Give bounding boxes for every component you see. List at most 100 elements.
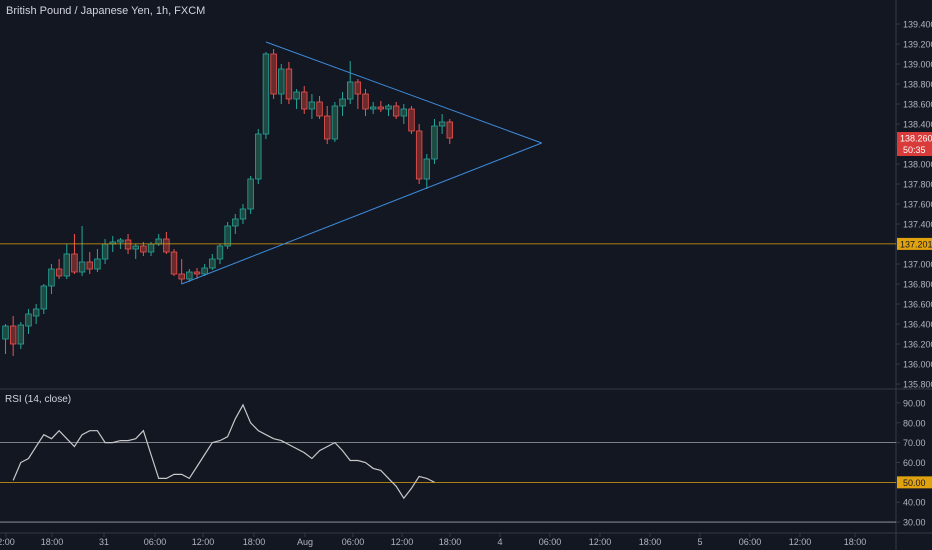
bull-candle-body [132, 245, 139, 250]
bull-candle-body [40, 285, 47, 310]
time-tick-label: 5 [697, 537, 702, 547]
bull-candle-body [224, 225, 231, 247]
bull-candle-body [239, 208, 247, 220]
time-tick-label: 31 [99, 537, 109, 547]
rsi-line [12, 403, 435, 500]
bull-candle-body [32, 308, 40, 317]
price-tick-label: 139.400 [903, 20, 932, 30]
bull-candle-body [94, 258, 101, 270]
bull-candle-body [247, 178, 254, 210]
time-tick-label: 2:00 [0, 537, 15, 547]
bull-candle-body [78, 261, 86, 273]
time-tick-label: 18:00 [243, 537, 266, 547]
axes: 139.400 139.200 139.000 138.800 138.600 138.4… [0, 20, 932, 547]
time-tick-label: 06:00 [144, 537, 167, 547]
bear-candle-body [415, 130, 423, 180]
bull-candle-body [308, 101, 316, 110]
rsi-tick-label: 70.00 [903, 438, 926, 448]
rsi-tick-label: 80.00 [903, 418, 926, 428]
price-tick-label: 138.400 [903, 120, 932, 130]
rsi-tick-label: 40.00 [903, 498, 926, 508]
bull-candle-body [155, 238, 162, 245]
price-tick-label: 136.200 [903, 340, 932, 350]
bull-candle-body [48, 268, 55, 287]
bull-candle-body [438, 121, 446, 127]
bull-candle-body [278, 68, 285, 95]
bear-candle-body [178, 273, 185, 280]
bear-candle-body [316, 101, 323, 117]
bear-candle-body [9, 325, 17, 345]
time-tick-label: 18:00 [439, 537, 462, 547]
bear-candle-body [270, 53, 277, 95]
price-tick-label: 138.000 [903, 160, 932, 170]
bear-candle-body [193, 271, 201, 275]
time-tick-label: 18:00 [844, 537, 867, 547]
bull-candle-body [431, 125, 438, 160]
price-tick-label: 139.200 [903, 40, 932, 50]
bear-candle-body [140, 245, 147, 253]
bull-candle-body [101, 243, 109, 260]
bull-candle-body [385, 105, 392, 110]
price-tick-label: 139.000 [903, 60, 932, 70]
price-tick-label: 136.000 [903, 360, 932, 370]
bull-candle-body [232, 218, 239, 227]
bull-candle-body [209, 258, 216, 269]
bear-candle-body [377, 106, 385, 110]
price-tick-label: 136.400 [903, 320, 932, 330]
bull-candle-body [25, 313, 32, 327]
bull-candle-body [255, 133, 262, 180]
bear-candle-body [71, 253, 78, 273]
bear-candle-body [354, 81, 362, 95]
bear-candle-body [170, 251, 178, 275]
time-tick-label: 12:00 [192, 537, 215, 547]
time-tick-label: Aug [297, 537, 313, 547]
bear-candle-body [301, 91, 308, 110]
bear-candle-body [86, 261, 93, 270]
bear-candle-body [392, 105, 400, 117]
bear-candle-body [446, 121, 453, 139]
time-tick-label: 06:00 [539, 537, 562, 547]
price-tick-label: 137.400 [903, 220, 932, 230]
bear-candle-body [285, 68, 293, 100]
chart-title: British Pound / Japanese Yen, 1h, FXCM [6, 5, 206, 17]
bull-candle-body [2, 325, 9, 340]
bull-candle-body [63, 253, 70, 277]
time-tick-label: 12:00 [391, 537, 414, 547]
price-candles [2, 49, 453, 356]
time-tick-label: 18:00 [639, 537, 662, 547]
bull-candle-body [147, 243, 155, 253]
price-tick-label: 135.800 [903, 380, 932, 390]
drawings[interactable] [0, 41, 896, 285]
time-tick-label: 06:00 [342, 537, 365, 547]
level-price-badge [897, 237, 932, 250]
bull-candle-body [346, 81, 354, 100]
bull-candle-body [339, 98, 346, 107]
time-tick-label: 12:00 [589, 537, 612, 547]
bull-candle-body [331, 105, 339, 140]
price-tick-label: 137.800 [903, 180, 932, 190]
bear-candle-body [163, 238, 170, 253]
time-tick-label: 4 [497, 537, 502, 547]
rsi-tick-label: 30.00 [903, 518, 926, 528]
bull-candle-body [17, 324, 25, 345]
bear-candle-body [55, 268, 63, 277]
bull-candle-body [186, 271, 193, 280]
bull-candle-body [262, 53, 270, 135]
bear-candle-body [124, 239, 132, 250]
bull-candle-body [293, 91, 300, 100]
time-tick-label: 06:00 [739, 537, 762, 547]
last-price-label: 138.260 [900, 134, 932, 144]
level-price-label: 137.201 [900, 239, 932, 249]
price-tick-label: 137.000 [903, 260, 932, 270]
bull-candle-body [400, 108, 408, 117]
rsi-tick-label: 60.00 [903, 458, 926, 468]
bull-candle-body [201, 267, 208, 275]
bear-candle-body [408, 108, 415, 132]
rsi-value-label: 50.00 [903, 478, 926, 488]
last-price-badge [897, 132, 932, 156]
upper-trendline [265, 41, 542, 144]
time-tick-label: 12:00 [789, 537, 812, 547]
price-tick-label: 136.800 [903, 280, 932, 290]
